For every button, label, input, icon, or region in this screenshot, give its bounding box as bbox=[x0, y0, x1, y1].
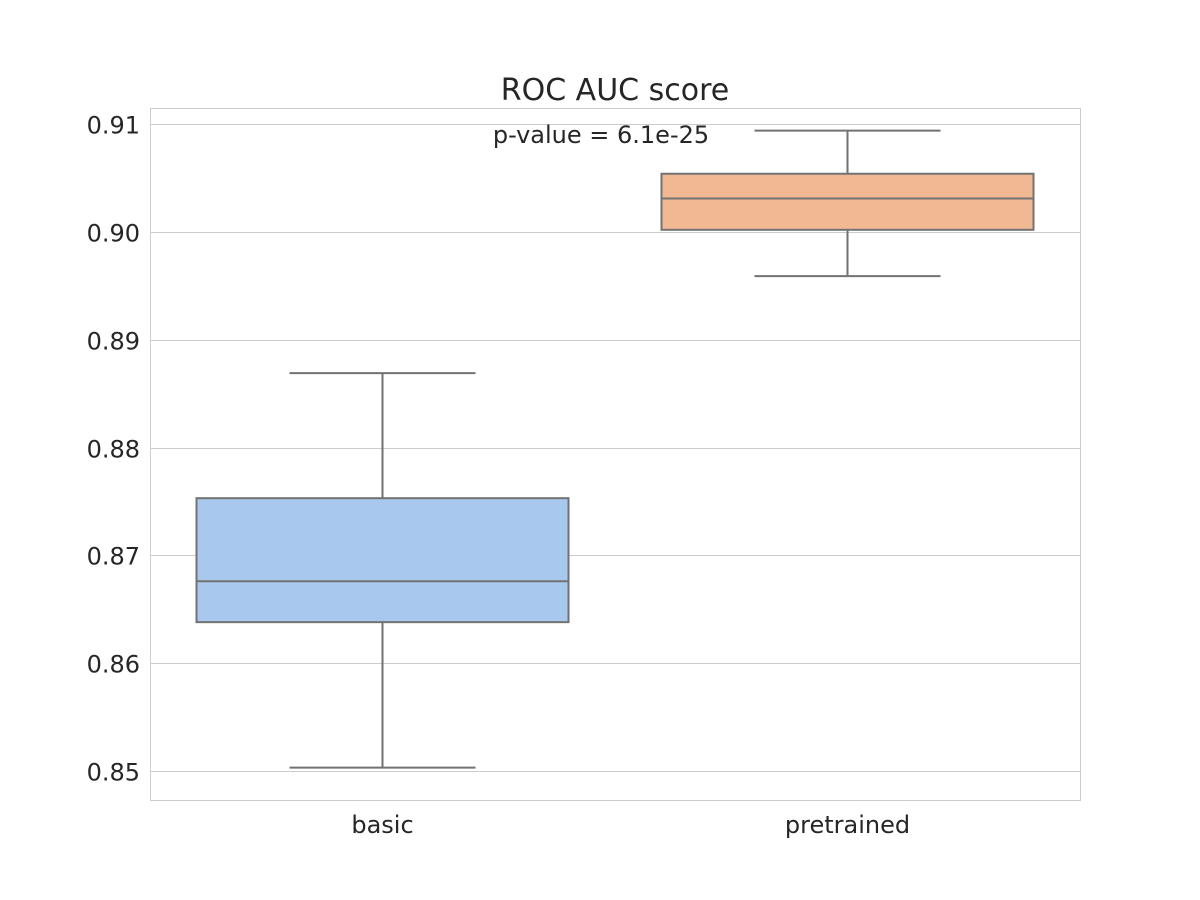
x-tick-label: pretrained bbox=[785, 811, 910, 839]
chart-title: ROC AUC score bbox=[501, 73, 730, 108]
y-tick-label: 0.87 bbox=[87, 543, 140, 571]
box-basic bbox=[195, 372, 570, 769]
box-pretrained bbox=[660, 129, 1035, 278]
y-tick-label: 0.88 bbox=[87, 436, 140, 464]
plot-frame bbox=[150, 108, 1081, 801]
y-tick-label: 0.85 bbox=[87, 759, 140, 787]
y-tick-label: 0.86 bbox=[87, 651, 140, 679]
y-tick-label: 0.91 bbox=[87, 112, 140, 140]
y-tick-labels: 0.85 0.86 0.87 0.88 0.89 0.90 0.91 bbox=[87, 112, 140, 787]
y-tick-label: 0.89 bbox=[87, 328, 140, 356]
p-value-annotation: p-value = 6.1e-25 bbox=[493, 121, 709, 149]
x-tick-label: basic bbox=[351, 811, 413, 839]
y-tick-label: 0.90 bbox=[87, 220, 140, 248]
iqr-box bbox=[195, 497, 570, 624]
x-tick-labels: basic pretrained bbox=[351, 811, 910, 839]
iqr-box bbox=[660, 172, 1035, 231]
box-layer bbox=[195, 129, 1035, 769]
